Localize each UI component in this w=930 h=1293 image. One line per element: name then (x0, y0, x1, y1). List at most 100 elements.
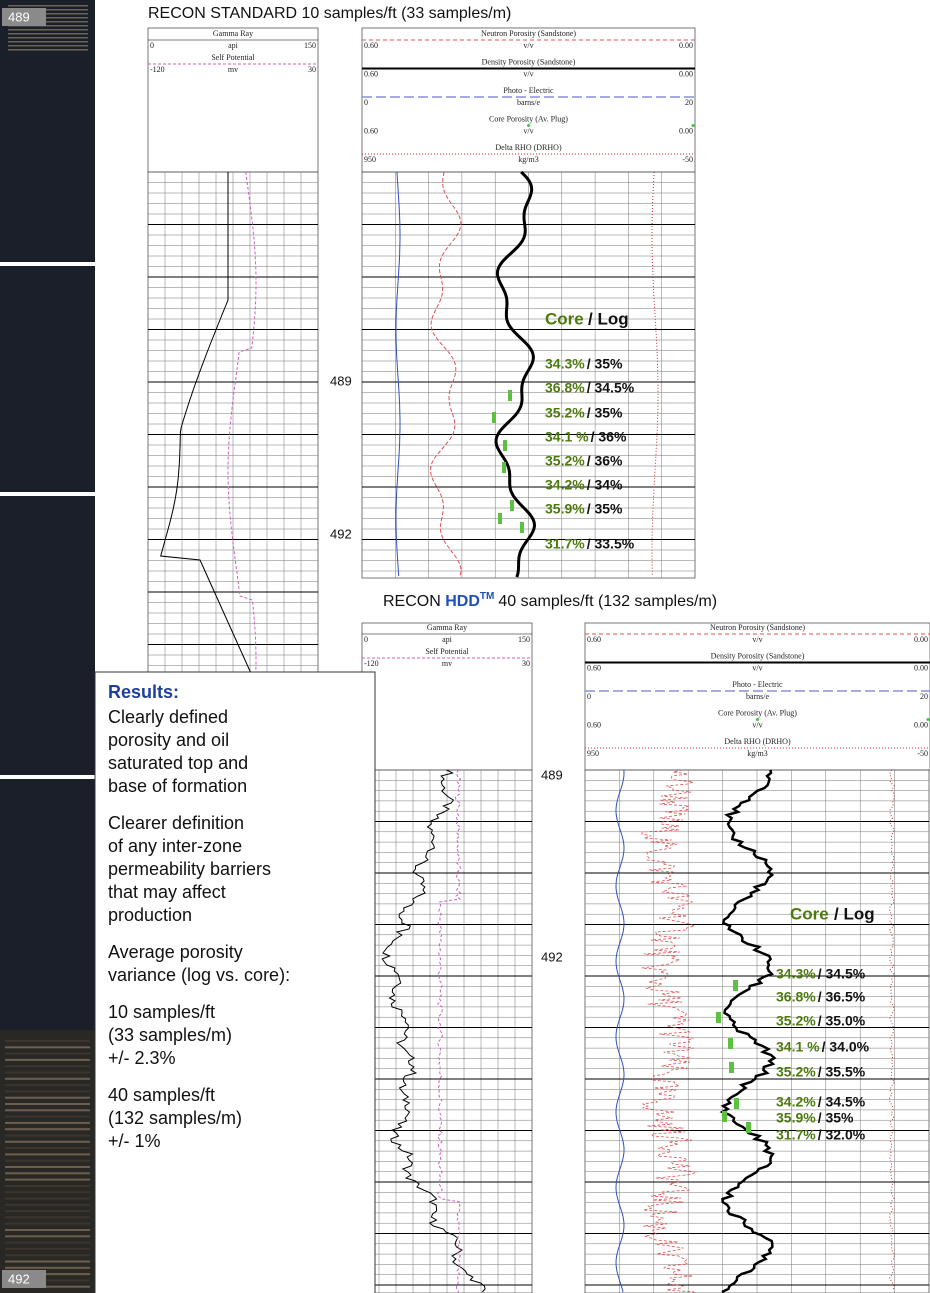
results-line: porosity and oil (108, 730, 229, 750)
core-band (5, 1040, 90, 1042)
core-value: 34.3% (545, 356, 585, 372)
scale-max: 0.00 (679, 41, 693, 50)
core-plug (492, 412, 496, 423)
core-band (5, 1222, 90, 1225)
scale-unit: v/v (752, 635, 762, 644)
core-band (5, 1191, 90, 1194)
scale-unit: barns/e (517, 98, 541, 107)
core-value: 31.7% (545, 536, 585, 552)
curve-name: Self Potential (425, 647, 469, 656)
scale-max: 0.00 (679, 69, 693, 78)
scale-max: 150 (518, 635, 530, 644)
core-band (8, 49, 88, 51)
core-plug (503, 440, 507, 451)
results-line: base of formation (108, 776, 247, 796)
scale-unit: v/v (523, 69, 533, 78)
scale-min: 0 (587, 692, 591, 701)
core-plug (722, 1111, 727, 1122)
results-line: permeability barriers (108, 859, 271, 879)
curve-name: Self Potential (211, 53, 255, 62)
core-band (5, 1071, 90, 1074)
core-plug (520, 522, 524, 533)
core-plug (746, 1122, 751, 1133)
header-box (361, 27, 696, 173)
core-band (5, 1172, 90, 1175)
curve-name: Photo - Electric (503, 86, 554, 95)
scale-min: 950 (364, 155, 376, 164)
core-band (5, 1273, 90, 1276)
results-box (94, 671, 376, 1293)
log-value: / 36% (587, 453, 623, 469)
log-curve (494, 170, 537, 578)
header-box (147, 27, 319, 173)
core-value: 36.8% (545, 380, 585, 396)
core-band (5, 1052, 90, 1055)
curve-name: Core Porosity (Av. Plug) (718, 708, 797, 717)
scale-unit: mv (442, 659, 452, 668)
core-band (5, 1134, 90, 1137)
core-band (5, 1235, 90, 1238)
results-line: +/- 1% (108, 1131, 161, 1151)
section-title: RECON STANDARD 10 samples/ft (33 samples… (148, 5, 511, 22)
log-value: / 36% (591, 429, 627, 445)
core-value: 31.7% (776, 1127, 816, 1143)
scale-min: 0.60 (587, 663, 601, 672)
compare-core: Core (790, 904, 829, 923)
depth-label: 492 (8, 1271, 30, 1286)
log-curve (395, 171, 401, 577)
curve-key (691, 124, 695, 127)
core-value: 35.2% (545, 405, 585, 421)
results-line: production (108, 905, 192, 925)
core-band (5, 1279, 90, 1282)
curve-name: Neutron Porosity (Sandstone) (710, 623, 805, 632)
core-band (5, 1266, 90, 1269)
curve-name: Density Porosity (Sandstone) (482, 57, 576, 66)
compare-log: / Log (588, 309, 629, 328)
core-band (5, 1159, 90, 1162)
curve-name: Gamma Ray (427, 623, 467, 632)
core-value: 34.2% (545, 477, 585, 493)
core-gap (0, 492, 95, 496)
log-curve (888, 769, 896, 1291)
compare-core: Core (545, 309, 584, 328)
core-value: 35.2% (545, 453, 585, 469)
core-band (5, 1178, 90, 1181)
core-band (5, 1260, 90, 1263)
core-band (5, 1197, 90, 1200)
results-line: Average porosity (108, 942, 243, 962)
log-value: / 35% (587, 405, 623, 421)
log-value: / 34.5% (818, 966, 866, 982)
log-value: / 35% (587, 356, 623, 372)
core-band (8, 21, 88, 23)
scale-max: 0.00 (914, 720, 928, 729)
results-line: of any inter-zone (108, 836, 242, 856)
scale-unit: mv (228, 65, 238, 74)
scale-min: -120 (364, 659, 379, 668)
log-value: / 33.5% (587, 536, 635, 552)
depth-label: 489 (8, 9, 30, 24)
log-value: / 35.0% (818, 1013, 866, 1029)
core-value: 35.2% (776, 1013, 816, 1029)
scale-max: 30 (522, 659, 530, 668)
results-line: Clearly defined (108, 707, 228, 727)
core-band (5, 1065, 90, 1068)
core-band (5, 1241, 90, 1244)
curve-key (527, 124, 530, 127)
core-value: 35.2% (776, 1064, 816, 1080)
log-value: / 34.5% (587, 380, 635, 396)
core-band (8, 37, 88, 39)
core-plug (728, 1038, 733, 1049)
scale-unit: kg/m3 (518, 155, 538, 164)
scale-min: 0 (364, 635, 368, 644)
core-value: 34.1 % (545, 429, 589, 445)
core-plug (733, 980, 738, 991)
log-curve (641, 769, 699, 1293)
core-band (5, 1077, 90, 1080)
header-box (361, 622, 533, 771)
scale-unit: kg/m3 (747, 749, 767, 758)
depth-label: 489 (541, 767, 563, 782)
log-curve (719, 769, 777, 1293)
scale-max: -50 (917, 749, 928, 758)
core-plug (508, 390, 512, 401)
core-value: 35.9% (776, 1110, 816, 1126)
